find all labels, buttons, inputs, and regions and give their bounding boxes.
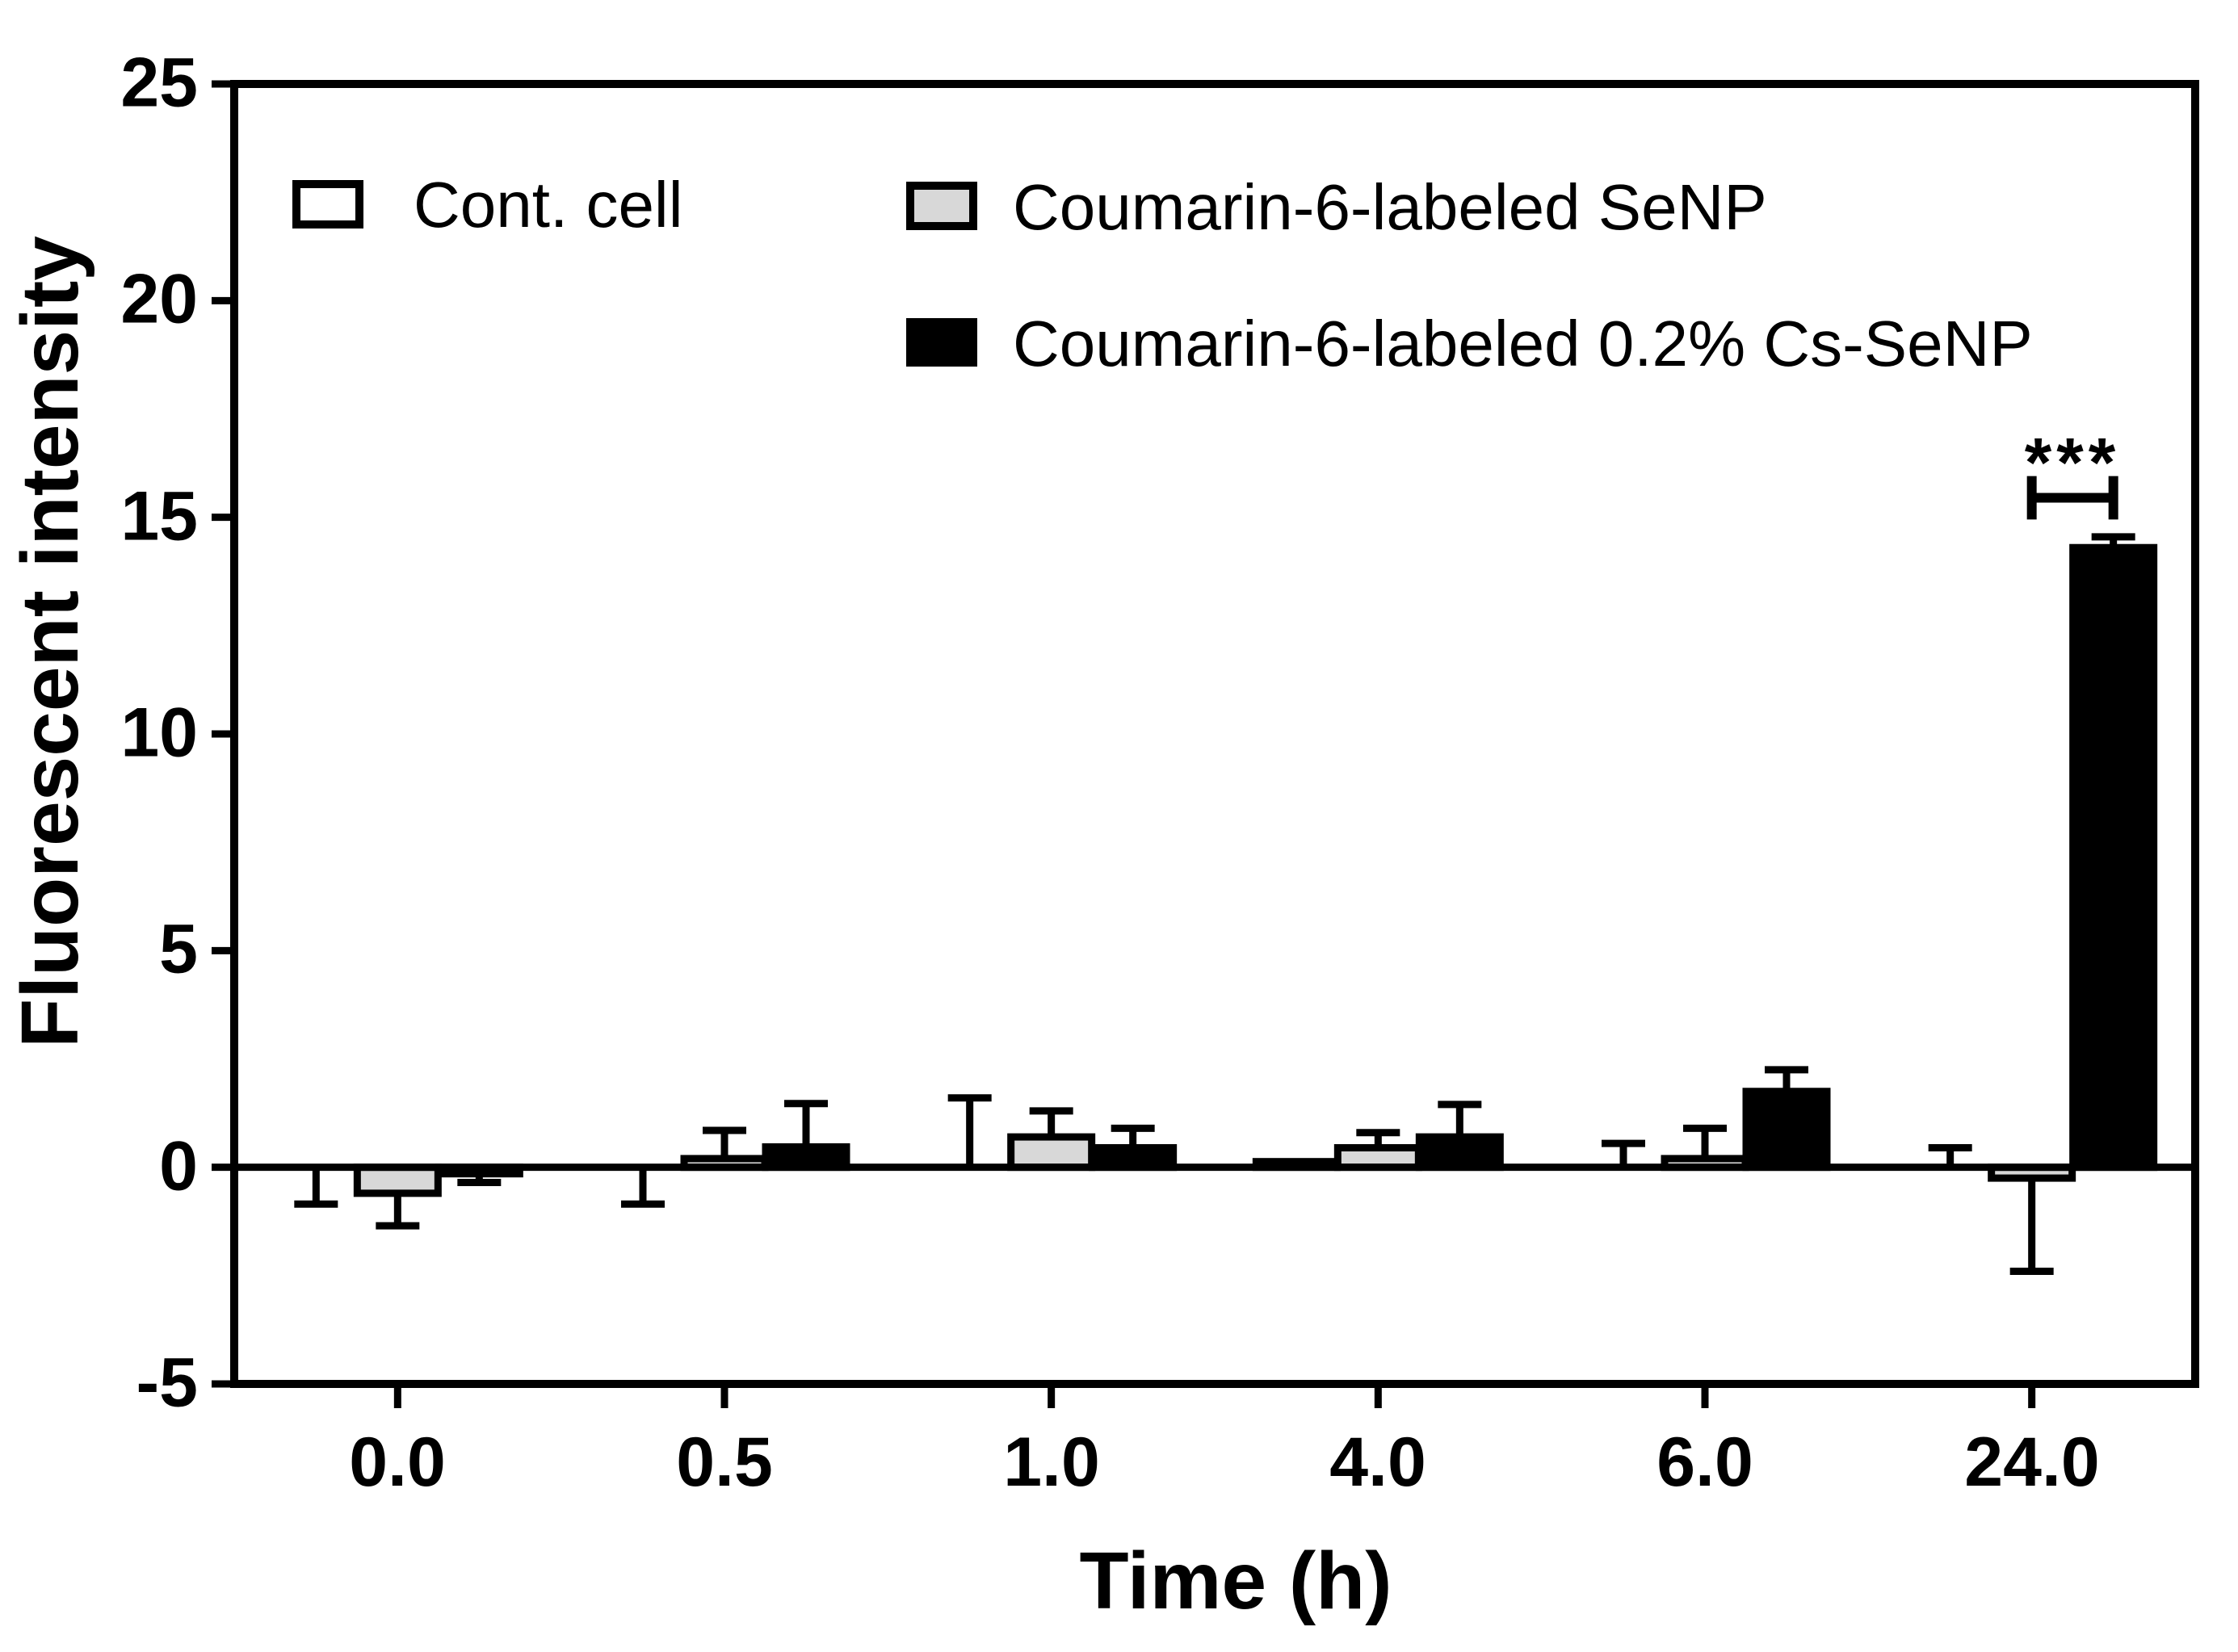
x-tick-label: 6.0	[1656, 1423, 1753, 1501]
x-axis-title: Time (h)	[1079, 1536, 1392, 1626]
legend-label-cont-cell: Cont. cell	[414, 169, 683, 241]
y-tick-label: 15	[120, 477, 198, 556]
x-tick-label: 24.0	[1964, 1423, 2100, 1501]
bar	[353, 1164, 442, 1197]
y-axis-title: Fluorescent intensity	[5, 236, 95, 1048]
significance-label: ***	[2024, 424, 2121, 502]
legend-swatch-senp	[906, 182, 977, 230]
x-tick-label: 0.5	[676, 1423, 773, 1501]
legend-label-senp: Coumarin-6-labeled SeNP	[1013, 171, 1767, 243]
y-tick-label: 0	[159, 1127, 198, 1205]
y-tick-label: 5	[159, 910, 198, 988]
bar	[1415, 1133, 1504, 1172]
plot-frame	[230, 80, 2199, 1388]
x-tick-label: 0.0	[349, 1423, 446, 1501]
y-tick-label: 20	[120, 260, 198, 338]
y-tick-label: 10	[120, 694, 198, 772]
x-tick-label: 1.0	[1003, 1423, 1100, 1501]
y-tick-label: -5	[136, 1344, 198, 1422]
bar	[1742, 1088, 1831, 1172]
legend-swatch-cont-cell	[292, 180, 363, 229]
y-tick-label: 25	[120, 44, 198, 122]
bar	[1007, 1133, 1096, 1172]
legend-label-cs-senp: Coumarin-6-labeled 0.2% Cs-SeNP	[1013, 308, 2033, 379]
legend-swatch-cs-senp	[906, 318, 977, 367]
x-tick-label: 4.0	[1329, 1423, 1426, 1501]
bar	[2069, 543, 2158, 1172]
